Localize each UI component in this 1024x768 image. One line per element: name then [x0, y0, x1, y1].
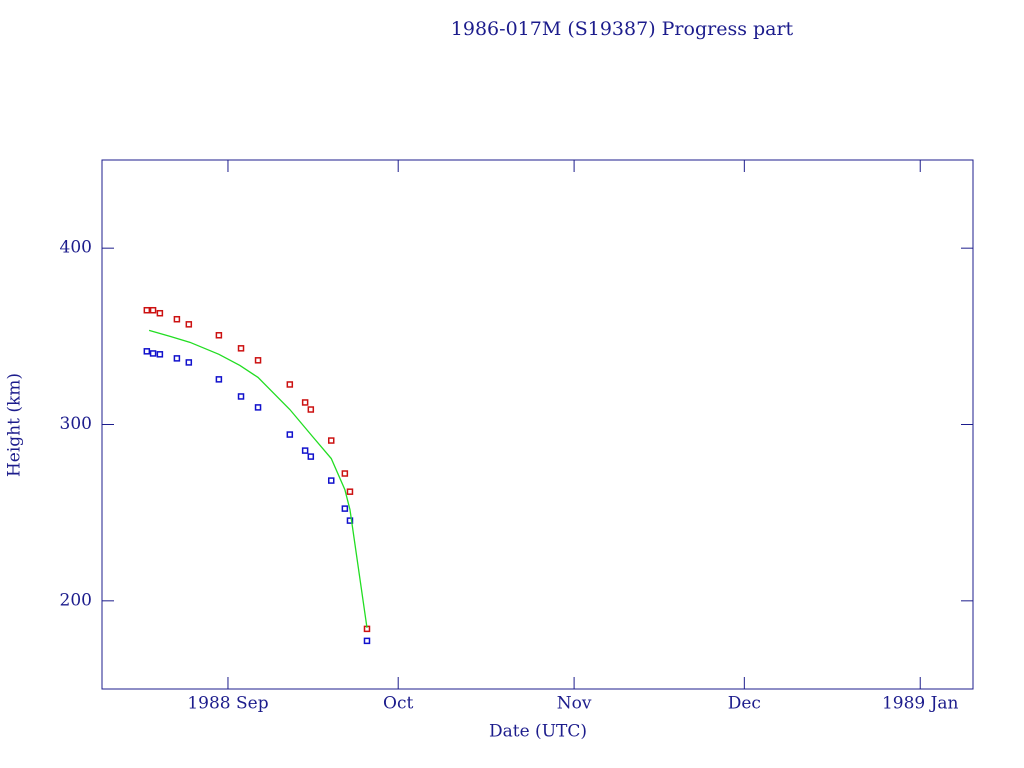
data-point: [143, 348, 151, 355]
y-tick-label: 300: [60, 414, 92, 434]
data-point: [286, 431, 294, 438]
data-point: [327, 437, 335, 444]
data-point: [307, 453, 315, 460]
data-point: [346, 488, 354, 495]
x-tick-label: Dec: [728, 694, 761, 714]
data-point: [185, 321, 193, 328]
data-point: [301, 399, 309, 406]
data-point: [286, 381, 294, 388]
data-point: [254, 357, 262, 364]
data-point: [301, 447, 309, 454]
y-tick-label: 400: [60, 238, 92, 258]
chart-title: 1986-017M (S19387) Progress part: [451, 18, 794, 40]
x-axis-label: Date (UTC): [489, 722, 587, 742]
y-tick-label: 200: [60, 590, 92, 610]
data-point: [363, 637, 371, 645]
x-tick-label: 1988 Sep: [187, 694, 268, 714]
data-point: [237, 345, 245, 352]
y-axis-label: Height (km): [5, 373, 25, 477]
data-point: [341, 505, 349, 512]
x-tick-label: Oct: [383, 694, 413, 714]
data-point: [156, 309, 164, 317]
data-point: [215, 332, 223, 339]
data-point: [237, 393, 245, 400]
data-point: [149, 306, 157, 314]
data-point: [156, 351, 164, 358]
data-point: [143, 306, 151, 314]
plot-frame: [101, 159, 974, 690]
data-point: [307, 406, 315, 413]
data-point: [149, 350, 157, 357]
data-point: [341, 470, 349, 477]
data-point: [215, 376, 223, 383]
data-point: [327, 477, 335, 484]
data-point: [254, 404, 262, 411]
x-tick-label: Nov: [557, 694, 592, 714]
data-point: [185, 359, 193, 366]
fit-line: [148, 329, 368, 628]
data-point: [173, 355, 181, 362]
data-point: [346, 517, 354, 524]
x-tick-label: 1989 Jan: [882, 694, 959, 714]
data-point: [173, 315, 181, 323]
